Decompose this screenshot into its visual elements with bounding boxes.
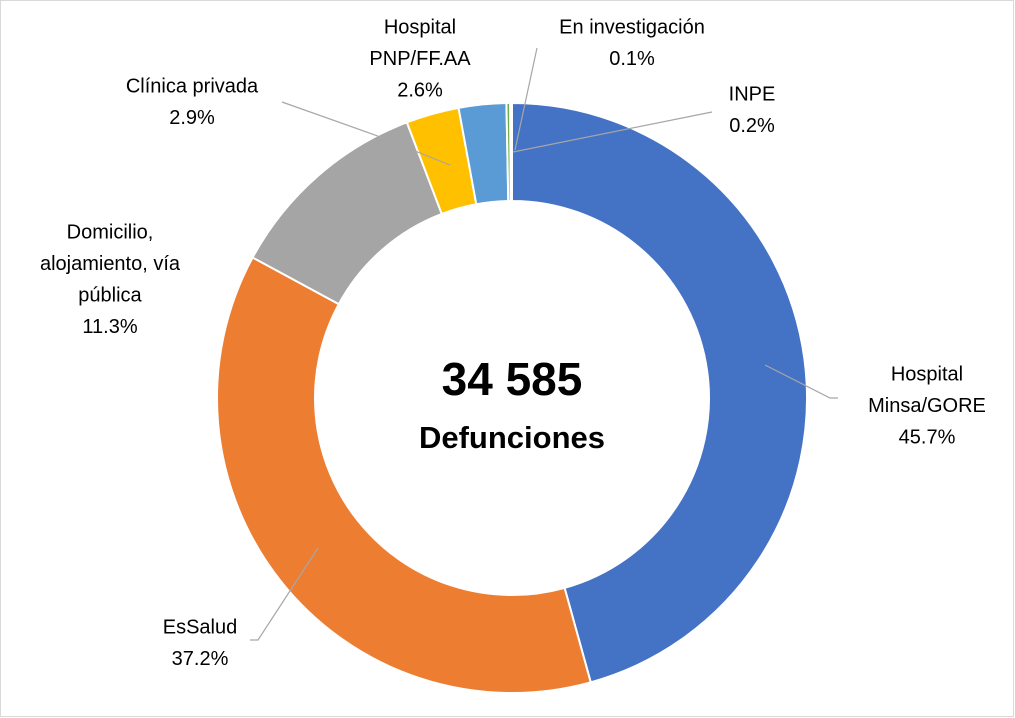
center-label: Defunciones [419,420,605,455]
category-label: pública [78,284,142,306]
category-label: INPE [729,83,776,105]
value-label: 2.9% [169,107,215,129]
value-label: 0.1% [609,48,655,70]
donut-slice [509,101,513,203]
leader-line [281,101,451,166]
leader-line [250,547,319,641]
category-label: Clínica privada [126,75,259,97]
leader-line [512,111,713,153]
center-total: 34 585 [442,353,583,405]
category-label: Minsa/GORE [868,395,986,417]
category-label: Domicilio, [67,221,154,243]
leader-line [764,364,838,399]
donut-slice [511,101,808,684]
category-label: Hospital [384,16,456,38]
value-label: 0.2% [729,115,775,137]
value-label: 37.2% [172,648,229,670]
value-label: 2.6% [397,79,443,101]
category-label: alojamiento, vía [40,253,181,275]
category-label: En investigación [559,16,705,38]
category-label: PNP/FF.AA [369,48,471,70]
category-label: Hospital [891,363,963,385]
value-label: 11.3% [82,316,137,338]
leader-line [514,47,538,151]
category-label: EsSalud [163,616,238,638]
donut-slice [216,256,592,694]
value-label: 45.7% [899,426,956,448]
